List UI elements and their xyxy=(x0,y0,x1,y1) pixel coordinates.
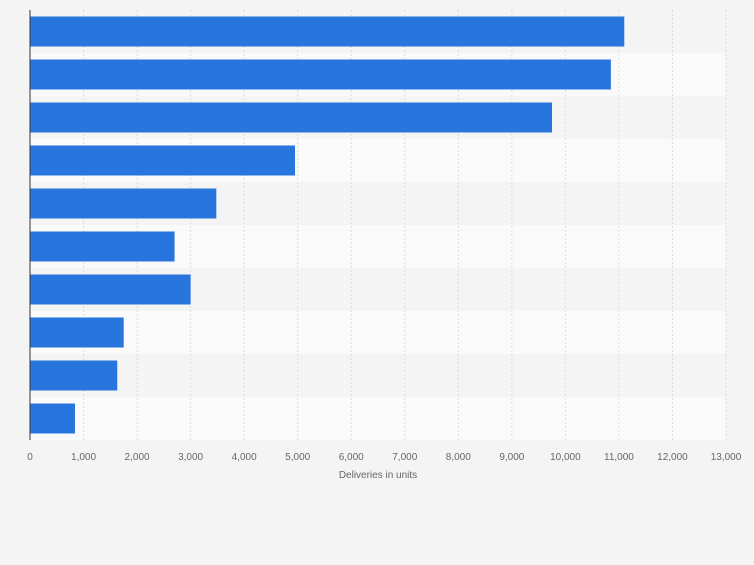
x-tick-label: 5,000 xyxy=(285,452,310,463)
x-tick-label: 13,000 xyxy=(711,452,742,463)
x-tick-label: 3,000 xyxy=(178,452,203,463)
x-tick-label: 10,000 xyxy=(550,452,581,463)
bar[interactable] xyxy=(30,360,118,391)
x-tick-label: 1,000 xyxy=(71,452,96,463)
bar[interactable] xyxy=(30,188,217,219)
bar[interactable] xyxy=(30,274,191,305)
x-tick-label: 8,000 xyxy=(446,452,471,463)
row-band xyxy=(30,311,726,354)
bar[interactable] xyxy=(30,59,611,90)
bar[interactable] xyxy=(30,102,552,133)
x-tick-label: 2,000 xyxy=(125,452,150,463)
bars xyxy=(30,16,625,434)
x-tick-labels: 0 1,000 2,000 3,000 4,000 5,000 6,000 7,000 8,00… xyxy=(27,452,742,463)
bar[interactable] xyxy=(30,317,124,348)
x-tick-label: 11,000 xyxy=(604,452,634,463)
row-band xyxy=(30,397,726,440)
x-tick-label: 9,000 xyxy=(499,452,524,463)
x-axis-label: Deliveries in units xyxy=(339,470,417,481)
bar[interactable] xyxy=(30,403,75,434)
x-tick-label: 12,000 xyxy=(657,452,688,463)
row-band xyxy=(30,354,726,397)
bar[interactable] xyxy=(30,231,175,262)
x-tick-label: 7,000 xyxy=(392,452,417,463)
x-tick-label: 6,000 xyxy=(339,452,364,463)
x-tick-label: 4,000 xyxy=(232,452,257,463)
bar[interactable] xyxy=(30,16,625,47)
x-tick-label: 0 xyxy=(27,452,33,463)
bar[interactable] xyxy=(30,145,296,176)
